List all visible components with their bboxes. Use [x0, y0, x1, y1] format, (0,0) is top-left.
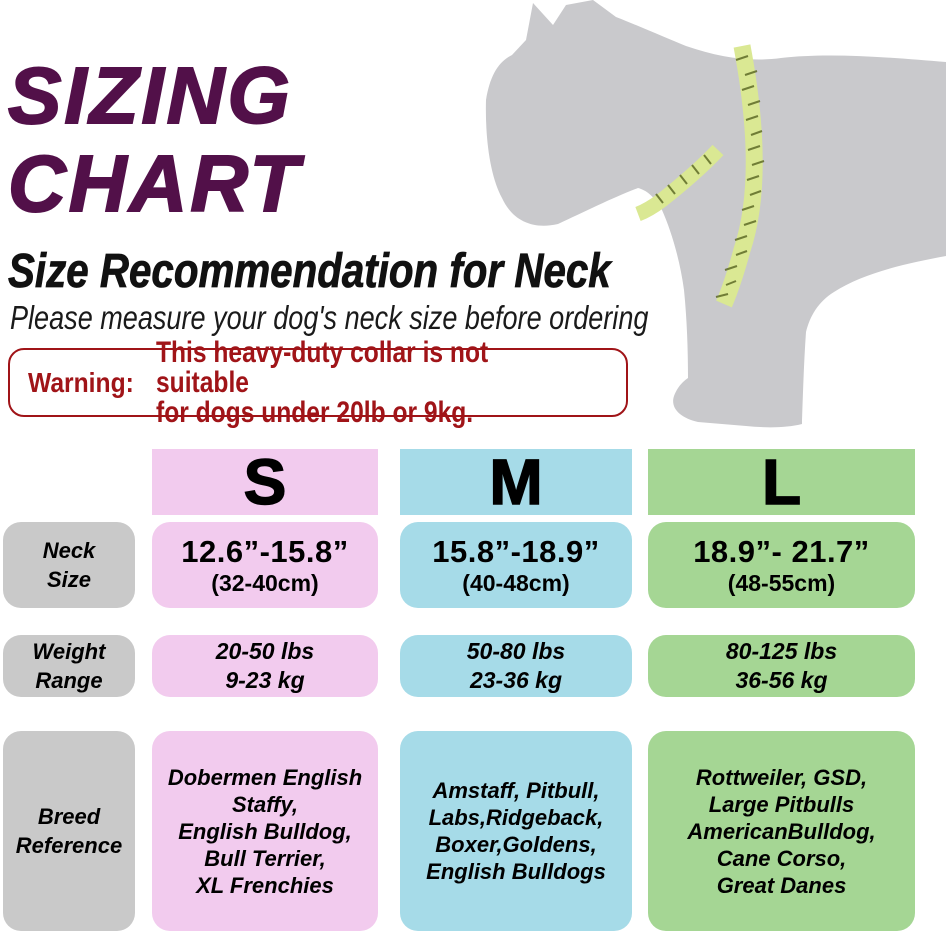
neck-size-cm-s: (32-40cm)	[211, 570, 319, 596]
breed-reference-cell-l: Rottweiler, GSD, Large Pitbulls American…	[648, 731, 915, 931]
measuring-tape	[635, 44, 765, 308]
row-label-text: Breed Reference	[15, 804, 123, 858]
row-label-neck-size: Neck Size	[3, 522, 135, 608]
page-title-line2: CHART	[7, 139, 302, 229]
weight-range-text-m: 50-80 lbs 23-36 kg	[466, 638, 566, 693]
neck-size-cell-l: 18.9”- 21.7” (48-55cm)	[648, 522, 915, 608]
dog-silhouette-image	[485, 0, 946, 428]
warning-box: Warning: This heavy-duty collar is not s…	[8, 337, 628, 427]
weight-range-text-l: 80-125 lbs 36-56 kg	[725, 638, 838, 693]
weight-range-cell-s: 20-50 lbs 9-23 kg	[152, 635, 378, 697]
neck-size-cell-s: 12.6”-15.8” (32-40cm)	[152, 522, 378, 608]
page-title-line1: SIZING	[7, 51, 293, 141]
weight-range-cell-l: 80-125 lbs 36-56 kg	[648, 635, 915, 697]
neck-size-inches-l: 18.9”- 21.7”	[693, 534, 870, 569]
tape-tick-marks	[655, 55, 765, 298]
breed-list-l: Rottweiler, GSD, Large Pitbulls American…	[687, 764, 876, 898]
warning-text: This heavy-duty collar is not suitable f…	[156, 335, 489, 429]
column-header-s: S	[152, 448, 378, 516]
row-label-breed-reference: Breed Reference	[3, 731, 135, 931]
breed-list-s: Dobermen English Staffy, English Bulldog…	[167, 764, 363, 898]
warning-label: Warning:	[28, 366, 134, 398]
column-header-l: L	[648, 448, 915, 516]
row-label-text: Weight Range	[32, 639, 106, 693]
neck-size-cell-m: 15.8”-18.9” (40-48cm)	[400, 522, 632, 608]
neck-size-cm-m: (40-48cm)	[462, 570, 570, 596]
weight-range-cell-m: 50-80 lbs 23-36 kg	[400, 635, 632, 697]
neck-size-cm-l: (48-55cm)	[727, 570, 836, 596]
breed-reference-cell-m: Amstaff, Pitbull, Labs,Ridgeback, Boxer,…	[400, 731, 632, 931]
breed-reference-cell-s: Dobermen English Staffy, English Bulldog…	[152, 731, 378, 931]
row-label-weight-range: Weight Range	[3, 635, 135, 697]
breed-list-m: Amstaff, Pitbull, Labs,Ridgeback, Boxer,…	[426, 778, 606, 884]
row-label-text: Neck Size	[42, 538, 96, 592]
weight-range-text-s: 20-50 lbs 9-23 kg	[215, 638, 315, 693]
page-title: SIZING CHART	[7, 51, 302, 229]
dog-body-shape	[485, 0, 946, 428]
subtitle: Size Recommendation for Neck	[8, 245, 611, 299]
neck-size-inches-s: 12.6”-15.8”	[181, 534, 349, 569]
neck-size-inches-m: 15.8”-18.9”	[432, 534, 600, 569]
measure-note: Please measure your dog's neck size befo…	[10, 299, 649, 336]
column-header-m: M	[400, 448, 632, 516]
